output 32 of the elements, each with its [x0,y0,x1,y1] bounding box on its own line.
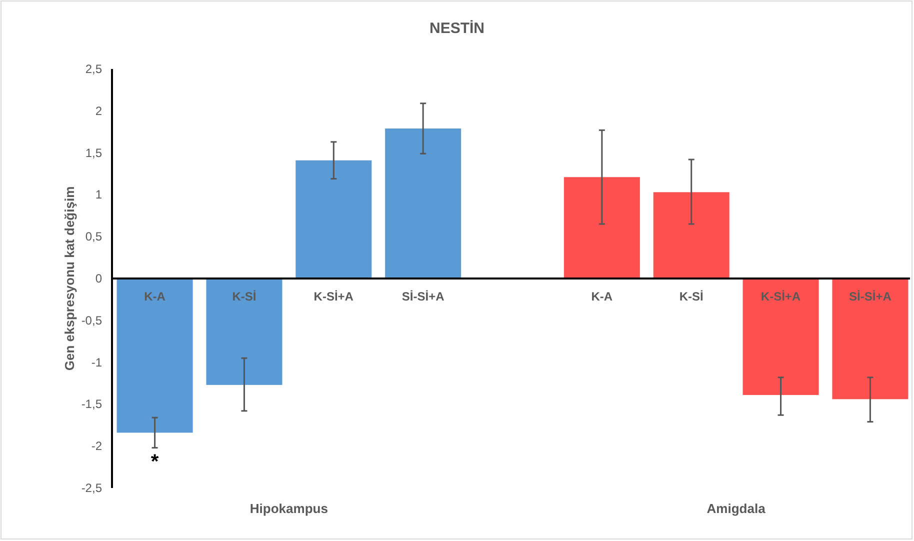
bar [206,278,282,385]
bar [296,160,372,278]
x-tick-label: Sİ-Sİ+A [849,290,892,304]
bar [385,128,462,278]
y-tick-label: 2,5 [85,62,102,76]
x-tick-label: K-A [591,290,613,304]
y-tick-label: 0,5 [85,230,102,244]
x-tick-label: K-Sİ+A [760,290,801,304]
text: Hipokampus [250,501,328,516]
x-tick-label: K-Sİ+A [314,290,354,304]
y-tick-label: -2,5 [81,481,102,495]
chart-title: NESTİN [429,20,485,37]
text: Amigdala [706,501,766,516]
y-tick-label: -1 [91,355,102,370]
y-tick-label: -0,5 [81,313,102,328]
bar [742,278,819,395]
y-tick-label: -1,5 [81,397,102,412]
bar [564,177,640,278]
x-tick-label: K-A [144,290,166,304]
bar [832,278,908,400]
y-tick-label: -2 [91,439,102,454]
annotation: * [150,450,159,473]
x-tick-label: Sİ-Sİ+A [402,290,445,304]
x-tick-label: K-Sİ [232,290,256,304]
y-tick-label: 2 [95,104,102,118]
bar [653,192,730,278]
bar [116,278,193,433]
y-tick-label: 1,5 [85,146,102,160]
y-tick-label: 0 [95,272,102,286]
y-axis-title: Gen ekspresyonu kat değişim [62,186,77,371]
y-tick-label: 1 [95,188,102,202]
x-tick-label: K-Sİ [679,290,704,304]
